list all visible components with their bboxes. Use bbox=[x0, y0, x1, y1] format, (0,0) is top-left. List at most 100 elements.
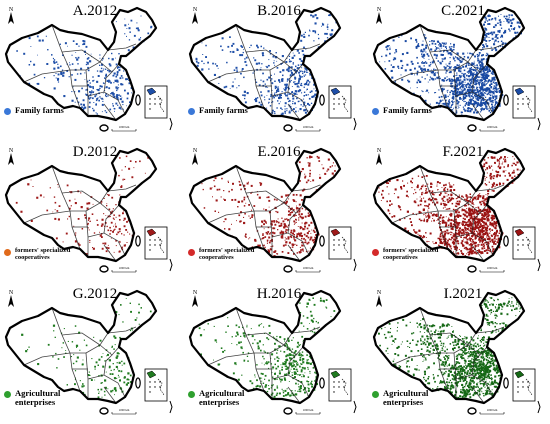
data-point bbox=[453, 93, 455, 95]
data-point bbox=[450, 90, 453, 92]
data-point bbox=[235, 364, 237, 366]
data-point bbox=[312, 30, 315, 33]
data-point bbox=[37, 363, 40, 366]
taiwan-island bbox=[135, 377, 141, 389]
data-point bbox=[481, 210, 484, 212]
data-point bbox=[131, 92, 133, 94]
data-point bbox=[488, 40, 490, 42]
data-point bbox=[428, 58, 430, 60]
south-china-sea-inset bbox=[328, 85, 352, 119]
data-point bbox=[325, 307, 328, 309]
data-point bbox=[245, 64, 248, 67]
data-point bbox=[485, 33, 488, 35]
data-point bbox=[273, 378, 276, 381]
data-point bbox=[213, 359, 214, 361]
data-point bbox=[285, 87, 287, 90]
data-point bbox=[464, 205, 466, 207]
data-point bbox=[262, 355, 264, 358]
data-point bbox=[486, 252, 489, 254]
data-point bbox=[465, 64, 468, 66]
data-point bbox=[430, 212, 432, 214]
data-point bbox=[236, 331, 239, 334]
data-point bbox=[112, 217, 115, 219]
data-point bbox=[433, 68, 435, 71]
data-point bbox=[271, 82, 274, 84]
data-point bbox=[62, 71, 65, 74]
data-point bbox=[391, 76, 394, 79]
data-point bbox=[309, 172, 311, 175]
data-point bbox=[397, 196, 400, 199]
data-point bbox=[461, 80, 464, 83]
data-point bbox=[123, 234, 125, 236]
data-point bbox=[432, 78, 435, 81]
data-point bbox=[404, 217, 406, 220]
data-point bbox=[454, 216, 456, 218]
data-point bbox=[476, 213, 479, 215]
data-point bbox=[494, 162, 496, 164]
data-point bbox=[451, 82, 453, 84]
data-point bbox=[313, 303, 316, 306]
data-point bbox=[117, 94, 119, 96]
data-point bbox=[485, 212, 487, 214]
data-point bbox=[511, 18, 514, 21]
data-point bbox=[510, 25, 512, 26]
map-panel: N 1000 km C.2021 Family farms bbox=[368, 0, 550, 141]
data-point bbox=[464, 248, 466, 250]
data-point bbox=[516, 161, 519, 164]
data-point bbox=[273, 251, 276, 253]
data-point bbox=[268, 98, 271, 100]
data-point bbox=[461, 84, 464, 87]
data-point bbox=[453, 245, 455, 247]
data-point bbox=[493, 233, 495, 235]
data-point bbox=[102, 69, 104, 71]
data-point bbox=[243, 198, 246, 201]
data-point bbox=[253, 205, 256, 207]
data-point bbox=[288, 78, 290, 80]
data-point bbox=[491, 107, 494, 110]
data-point bbox=[420, 67, 423, 70]
data-point bbox=[274, 80, 276, 82]
data-point bbox=[441, 235, 444, 237]
data-point bbox=[484, 79, 486, 81]
data-point bbox=[448, 238, 451, 240]
data-point bbox=[309, 247, 311, 249]
data-point bbox=[482, 245, 485, 247]
data-point bbox=[225, 331, 227, 333]
data-point bbox=[270, 93, 273, 96]
data-point bbox=[460, 91, 462, 93]
data-point bbox=[423, 175, 426, 177]
data-point bbox=[515, 164, 517, 166]
data-point bbox=[295, 372, 297, 375]
data-point bbox=[486, 210, 488, 213]
data-point bbox=[302, 315, 305, 317]
data-point bbox=[462, 89, 464, 91]
data-point bbox=[132, 46, 135, 49]
data-point bbox=[284, 231, 286, 233]
data-point bbox=[505, 15, 508, 18]
data-point bbox=[451, 46, 453, 48]
data-point bbox=[289, 213, 292, 216]
data-point bbox=[49, 187, 51, 189]
data-point bbox=[511, 164, 513, 167]
data-point bbox=[209, 187, 212, 190]
taiwan-island bbox=[135, 235, 141, 247]
data-point bbox=[478, 220, 481, 223]
data-point bbox=[485, 241, 487, 244]
data-point bbox=[256, 364, 258, 366]
data-point bbox=[462, 73, 465, 76]
data-point bbox=[203, 207, 206, 209]
data-point bbox=[217, 363, 220, 366]
data-point bbox=[224, 218, 227, 221]
data-point bbox=[406, 51, 409, 54]
data-point bbox=[113, 95, 116, 98]
south-china-sea-inset bbox=[512, 85, 536, 119]
data-point bbox=[105, 250, 108, 253]
data-point bbox=[394, 338, 397, 340]
data-point bbox=[494, 24, 497, 27]
data-point bbox=[113, 218, 115, 220]
data-point bbox=[220, 196, 222, 198]
data-point bbox=[306, 316, 309, 319]
data-point bbox=[242, 51, 244, 54]
data-point bbox=[307, 94, 309, 96]
data-point bbox=[438, 244, 440, 246]
